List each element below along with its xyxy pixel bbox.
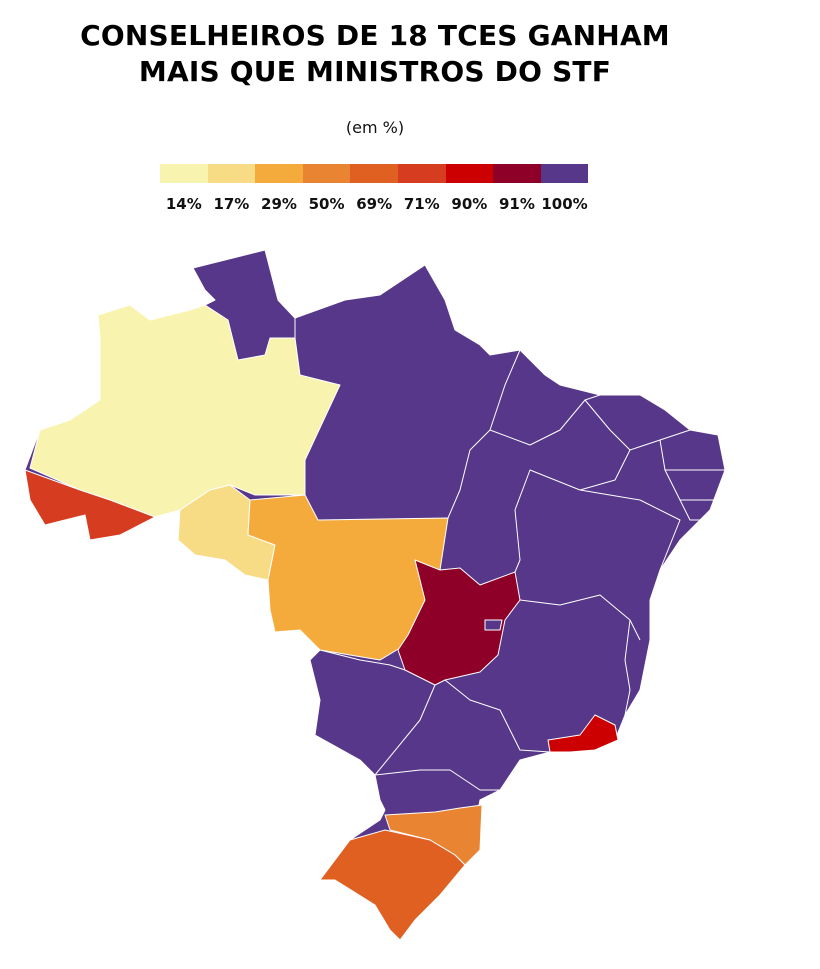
legend-swatch [445, 164, 494, 183]
legend-label: 69% [356, 195, 393, 213]
legend-item: 69% [350, 164, 398, 213]
legend-swatch [207, 164, 256, 183]
legend-swatch [540, 164, 589, 183]
legend-swatch [302, 164, 351, 183]
legend-label: 14% [165, 195, 202, 213]
legend-label: 50% [308, 195, 345, 213]
region-mato-grosso [247, 494, 449, 661]
legend-item: 29% [255, 164, 303, 213]
legend-swatch [493, 164, 541, 183]
region-rio-grande-do-sul [319, 829, 466, 941]
legend-swatch [350, 164, 398, 183]
legend-label: 100% [541, 195, 588, 213]
legend-item: 71% [397, 164, 446, 213]
state-borders [277, 299, 725, 791]
legend-label: 91% [499, 195, 535, 213]
color-legend: 14% 17% 29% 50% 69% 71% 90% 91% 100% [160, 164, 589, 213]
legend-label: 17% [213, 195, 250, 213]
legend-label: 29% [261, 195, 297, 213]
legend-item: 100% [540, 164, 589, 213]
region-rio-de-janeiro [547, 714, 619, 753]
legend-unit: (em %) [345, 118, 405, 137]
region-santa-catarina [384, 804, 483, 866]
legend-item: 50% [302, 164, 351, 213]
chart-title: CONSELHEIROS DE 18 TCES GANHAM MAIS QUE … [0, 18, 750, 90]
legend-swatch [160, 164, 208, 183]
legend-item: 17% [207, 164, 256, 213]
title-line-2: MAIS QUE MINISTROS DO STF [138, 55, 612, 88]
region-distrito-federal [484, 619, 503, 631]
title-line-1: CONSELHEIROS DE 18 TCES GANHAM [80, 19, 670, 52]
legend-label: 90% [451, 195, 488, 213]
legend-item: 91% [493, 164, 541, 213]
region-acre [24, 469, 156, 541]
region-goias [397, 559, 521, 686]
legend-swatch [397, 164, 446, 183]
legend-label: 71% [403, 195, 440, 213]
legend-item: 90% [445, 164, 494, 213]
legend-swatch [255, 164, 303, 183]
legend-item: 14% [160, 164, 208, 213]
